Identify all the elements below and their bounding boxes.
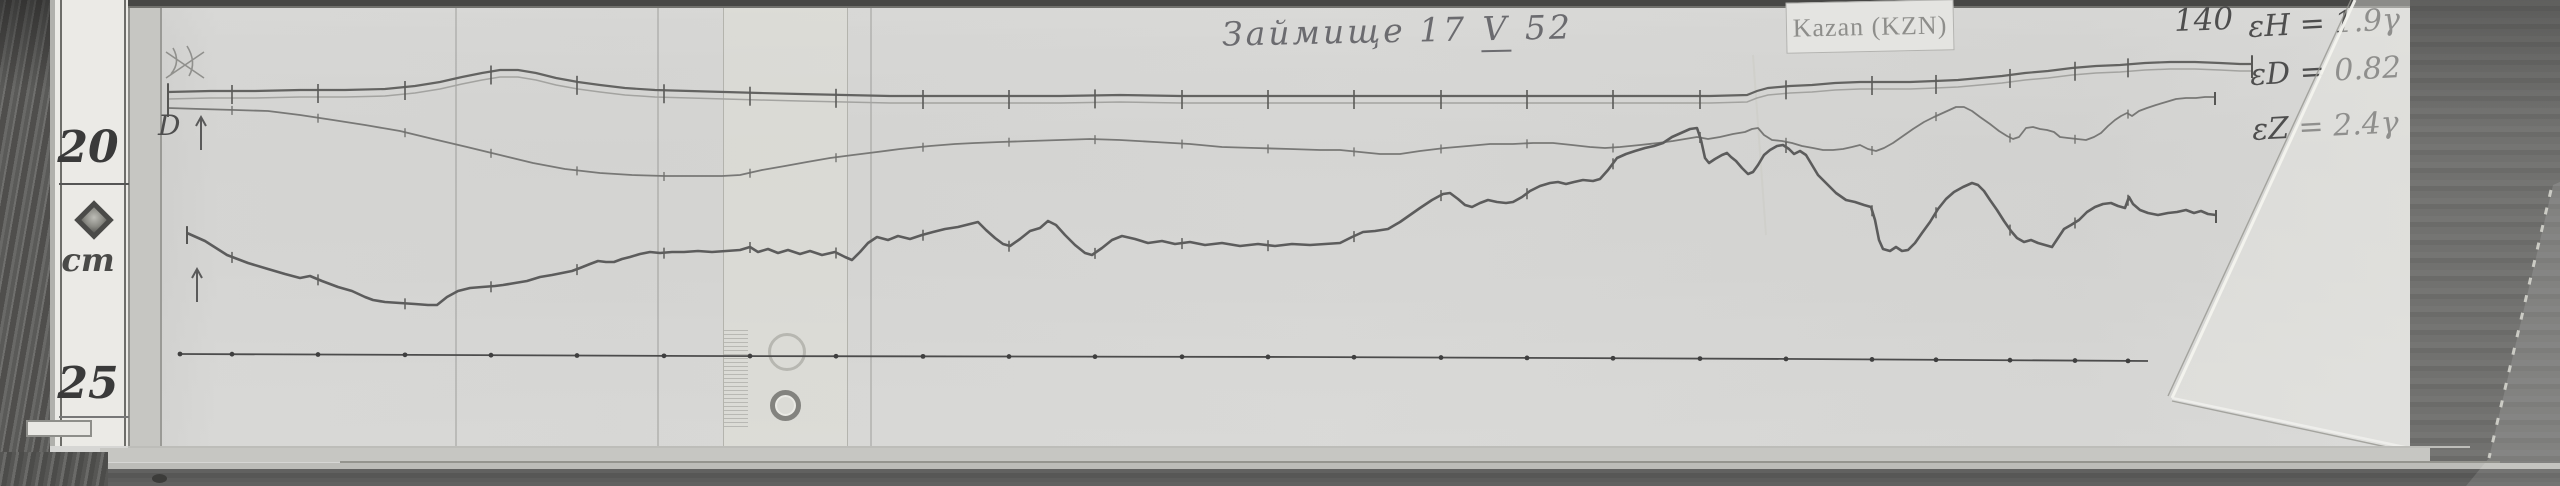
tape-strip — [723, 8, 848, 446]
title-month-numeral: V — [1480, 8, 1512, 53]
ruler-divider — [59, 416, 129, 418]
paper-top-edge-shadow — [0, 0, 2560, 8]
ruler-value-20: 20 — [57, 122, 119, 173]
trace-label-d: D — [158, 109, 181, 142]
trace-h — [186, 126, 2217, 307]
table-strip-dark — [100, 469, 2560, 486]
wood-table-left — [0, 0, 50, 486]
trace-d — [167, 96, 2215, 177]
station-sticker-label: Kazan (KZN) — [1792, 9, 1948, 43]
ruler-unit-label: cm — [61, 241, 115, 279]
scale-value-h: εH = 1.9γ — [2247, 2, 2401, 45]
film-scratch — [1752, 54, 1767, 236]
paper-bottom-shadow — [128, 446, 2470, 448]
pencil-scribble — [165, 45, 205, 79]
ruler-divider — [59, 183, 129, 185]
punch-circle-top — [768, 333, 806, 371]
chart-paper — [128, 0, 2412, 446]
scale-value-d: εD = 0.82 — [2249, 50, 2402, 93]
title-place-date: Займище 17 — [1221, 9, 1482, 54]
baseline-number: 140 — [2173, 0, 2234, 40]
table-strip-lower — [100, 463, 2560, 469]
paper-crease — [455, 8, 457, 446]
table-seam-line — [340, 461, 2500, 463]
ruler-value-25: 25 — [57, 358, 119, 409]
generated-chart-content — [167, 55, 2253, 364]
up-arrow-icon — [191, 266, 203, 302]
trace-baseline — [167, 60, 2252, 98]
cm-ruler: 20 cm 25 — [50, 0, 129, 446]
small-knob — [152, 474, 167, 483]
title-year: 52 — [1511, 7, 1574, 48]
wood-table-right — [2410, 0, 2560, 486]
station-sticker: Kazan (KZN) — [1785, 0, 1955, 54]
tape-edge-ruling — [724, 330, 748, 430]
up-arrow-icon — [195, 114, 207, 150]
ruler-end-cap — [26, 420, 92, 437]
trace-baseline-lower — [167, 68, 2252, 104]
punch-circle-bottom — [770, 390, 801, 421]
record-title-handwritten: Займище 17 V 52 — [1221, 7, 1574, 54]
ruler-inner-border — [60, 0, 126, 446]
paper-left-edge — [128, 0, 162, 446]
paper-crease — [657, 8, 659, 446]
table-strip — [100, 448, 2430, 462]
paper-crease — [870, 8, 872, 446]
scale-value-z: εZ = 2.4γ — [2251, 105, 2400, 148]
wood-table-bottom-left — [0, 452, 108, 486]
